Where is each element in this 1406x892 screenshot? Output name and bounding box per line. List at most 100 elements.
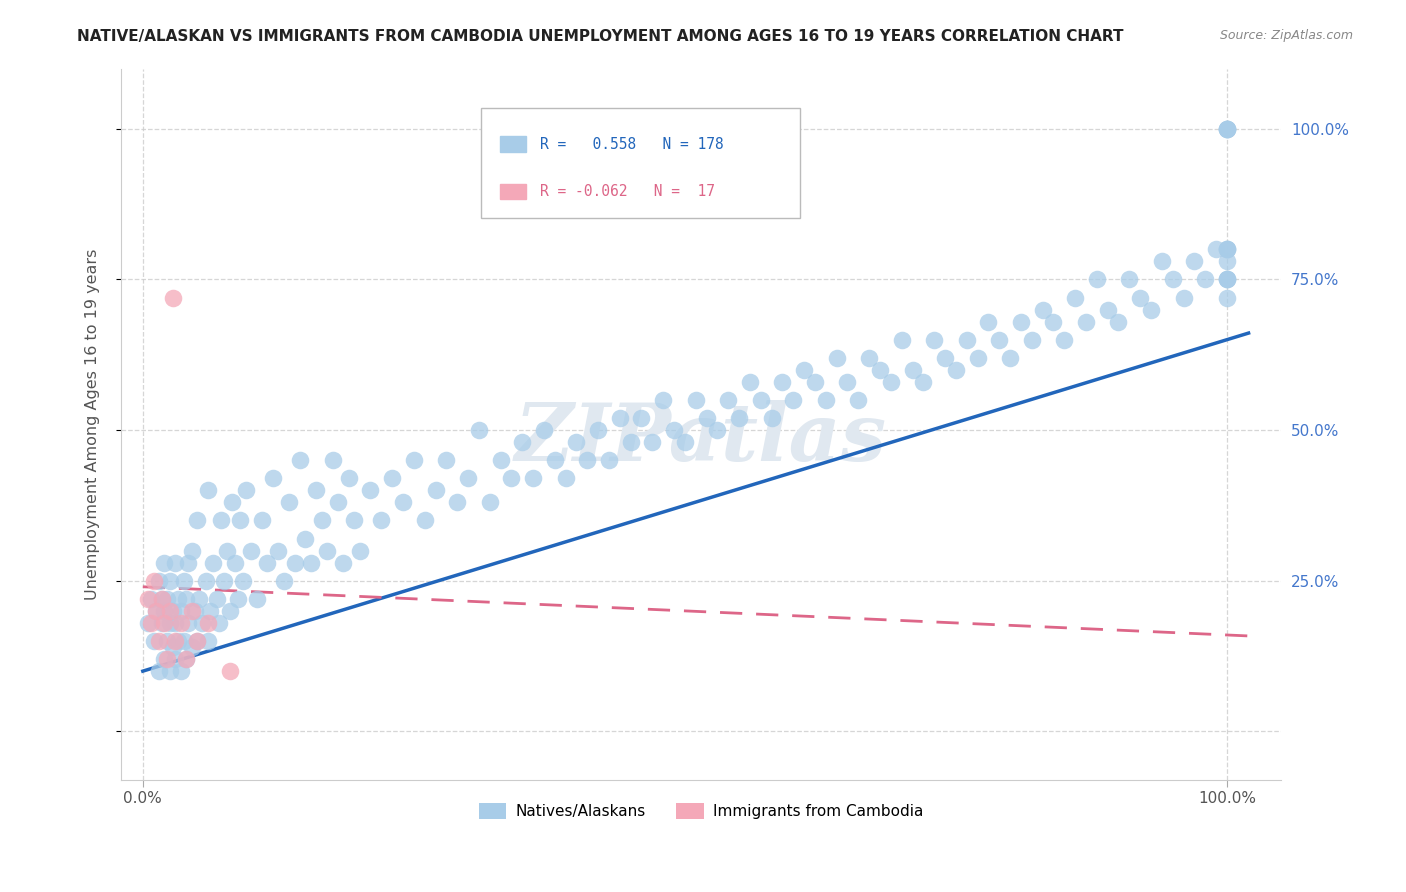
- Point: [162, 291, 184, 305]
- Point: [988, 333, 1011, 347]
- FancyBboxPatch shape: [481, 108, 800, 218]
- Point: [696, 411, 718, 425]
- Point: [246, 591, 269, 606]
- Point: [880, 375, 903, 389]
- Point: [322, 453, 344, 467]
- Point: [174, 652, 197, 666]
- Point: [901, 363, 924, 377]
- Point: [381, 471, 404, 485]
- Legend: Natives/Alaskans, Immigrants from Cambodia: Natives/Alaskans, Immigrants from Cambod…: [472, 797, 929, 825]
- Point: [1129, 291, 1152, 305]
- Point: [1194, 272, 1216, 286]
- Point: [1216, 121, 1239, 136]
- Point: [250, 513, 273, 527]
- Point: [235, 483, 257, 498]
- Point: [186, 634, 208, 648]
- Point: [159, 615, 181, 630]
- Point: [145, 604, 167, 618]
- Point: [825, 351, 848, 365]
- Point: [326, 495, 349, 509]
- Point: [662, 423, 685, 437]
- Point: [229, 513, 252, 527]
- Point: [288, 453, 311, 467]
- Text: NATIVE/ALASKAN VS IMMIGRANTS FROM CAMBODIA UNEMPLOYMENT AMONG AGES 16 TO 19 YEAR: NATIVE/ALASKAN VS IMMIGRANTS FROM CAMBOD…: [77, 29, 1123, 44]
- Point: [136, 615, 159, 630]
- Point: [1216, 254, 1239, 268]
- Point: [489, 453, 512, 467]
- Point: [186, 513, 208, 527]
- Point: [153, 556, 176, 570]
- Point: [136, 591, 159, 606]
- Point: [793, 363, 815, 377]
- FancyBboxPatch shape: [501, 136, 526, 152]
- Point: [186, 634, 208, 648]
- Point: [1010, 315, 1032, 329]
- Point: [761, 411, 783, 425]
- Point: [148, 634, 170, 648]
- Point: [173, 574, 195, 588]
- Point: [446, 495, 468, 509]
- Point: [869, 363, 891, 377]
- Point: [177, 556, 200, 570]
- Point: [153, 652, 176, 666]
- Point: [501, 471, 523, 485]
- Point: [1032, 302, 1054, 317]
- Point: [153, 615, 176, 630]
- Point: [728, 411, 751, 425]
- Point: [218, 604, 240, 618]
- Point: [156, 652, 179, 666]
- Point: [1216, 242, 1239, 256]
- Point: [198, 604, 221, 618]
- Point: [170, 604, 193, 618]
- Point: [1042, 315, 1064, 329]
- Y-axis label: Unemployment Among Ages 16 to 19 years: Unemployment Among Ages 16 to 19 years: [86, 248, 100, 599]
- Point: [1064, 291, 1087, 305]
- Point: [652, 392, 675, 407]
- Point: [522, 471, 544, 485]
- Point: [544, 453, 567, 467]
- Point: [166, 634, 188, 648]
- Point: [977, 315, 1000, 329]
- Point: [184, 604, 207, 618]
- Point: [359, 483, 381, 498]
- Point: [221, 495, 243, 509]
- Point: [1216, 242, 1239, 256]
- Point: [673, 435, 696, 450]
- Point: [1216, 272, 1239, 286]
- Point: [554, 471, 576, 485]
- Point: [165, 634, 187, 648]
- Point: [159, 604, 181, 618]
- Point: [706, 423, 728, 437]
- Point: [141, 615, 163, 630]
- Point: [434, 453, 457, 467]
- Point: [224, 556, 246, 570]
- Point: [598, 453, 620, 467]
- Point: [1216, 272, 1239, 286]
- Point: [1216, 121, 1239, 136]
- Point: [1161, 272, 1184, 286]
- Point: [630, 411, 652, 425]
- Point: [156, 634, 179, 648]
- Point: [174, 591, 197, 606]
- Text: R = -0.062   N =  17: R = -0.062 N = 17: [540, 184, 714, 199]
- Point: [311, 513, 333, 527]
- Point: [349, 543, 371, 558]
- Point: [218, 664, 240, 678]
- Point: [165, 652, 187, 666]
- Point: [316, 543, 339, 558]
- Point: [413, 513, 436, 527]
- Point: [188, 591, 211, 606]
- Point: [197, 615, 219, 630]
- Text: R =   0.558   N = 178: R = 0.558 N = 178: [540, 136, 724, 152]
- Point: [858, 351, 880, 365]
- Point: [159, 664, 181, 678]
- Point: [177, 615, 200, 630]
- Point: [934, 351, 956, 365]
- Point: [142, 634, 165, 648]
- Point: [890, 333, 912, 347]
- Point: [425, 483, 447, 498]
- Point: [1097, 302, 1119, 317]
- Point: [165, 615, 187, 630]
- Point: [150, 591, 173, 606]
- Point: [576, 453, 599, 467]
